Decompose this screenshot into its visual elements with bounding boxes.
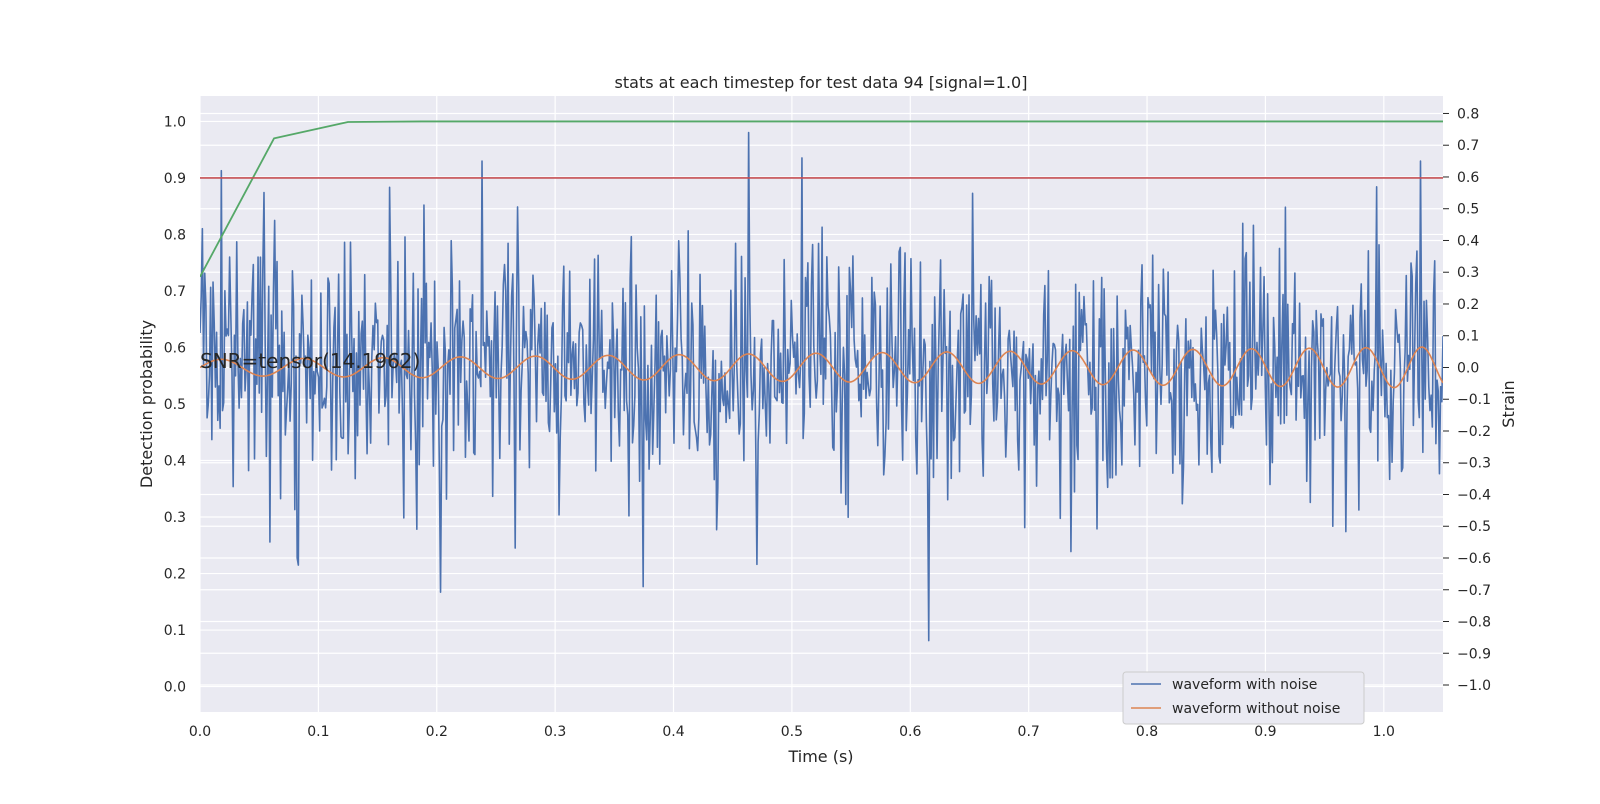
- data-layer: [200, 120, 1443, 642]
- y-right-tick-label: 0.8: [1457, 106, 1479, 122]
- y-right-tick-label: 0.1: [1457, 329, 1479, 345]
- tick-layer: 0.0 0.1 0.2 0.3 0.4 0.5 0.6 0.7 0.8 0.9 1.0 0.0 0.1 0…: [164, 106, 1491, 740]
- y-left-tick-label: 0.4: [164, 454, 186, 470]
- y-axis-label-left: Detection probability: [137, 320, 156, 488]
- y-right-tick-label: −0.5: [1457, 519, 1491, 535]
- x-tick-label: 0.5: [781, 724, 803, 740]
- y-left-tick-label: 0.9: [164, 171, 186, 187]
- y-right-tick-label: 0.5: [1457, 202, 1479, 218]
- y-right-tick-label: −0.9: [1457, 646, 1491, 662]
- y-right-tick-label: −0.4: [1457, 487, 1491, 503]
- series-waveform-with-noise: [200, 131, 1443, 642]
- x-tick-label: 1.0: [1373, 724, 1395, 740]
- x-tick-label: 0.4: [662, 724, 684, 740]
- y-right-tick-label: 0.7: [1457, 138, 1479, 154]
- legend-box: [1122, 671, 1365, 725]
- y-left-tick-label: 0.0: [164, 680, 186, 696]
- y-right-tick-label: 0.0: [1457, 360, 1479, 376]
- y-right-tick-label: −0.1: [1457, 392, 1491, 408]
- chart-title: stats at each timestep for test data 94 …: [615, 73, 1028, 92]
- x-tick-label: 0.0: [189, 724, 211, 740]
- y-left-tick-label: 0.1: [164, 623, 186, 639]
- y-right-tick-label: −1.0: [1457, 678, 1491, 694]
- legend: waveform with noise waveform without noi…: [1122, 671, 1365, 725]
- y-left-tick-label: 0.8: [164, 227, 186, 243]
- y-left-tick-label: 0.3: [164, 510, 186, 526]
- y-right-tick-label: 0.2: [1457, 297, 1479, 313]
- x-tick-label: 0.9: [1254, 724, 1276, 740]
- legend-label-clean: waveform without noise: [1172, 701, 1340, 717]
- x-tick-label: 0.1: [307, 724, 329, 740]
- x-tick-label: 0.7: [1018, 724, 1040, 740]
- y-right-tick-label: −0.6: [1457, 551, 1491, 567]
- x-tick-label: 0.2: [426, 724, 448, 740]
- series-waveform-without-noise: [200, 346, 1443, 389]
- y-right-tick-label: 0.4: [1457, 233, 1479, 249]
- y-left-tick-label: 1.0: [164, 114, 186, 130]
- y-right-tick-label: 0.6: [1457, 170, 1479, 186]
- y-right-tick-label: −0.8: [1457, 615, 1491, 631]
- y-left-tick-label: 0.2: [164, 567, 186, 583]
- y-right-tick-label: −0.7: [1457, 583, 1491, 599]
- x-axis-label: Time (s): [787, 747, 853, 766]
- x-tick-label: 0.6: [899, 724, 921, 740]
- y-axis-label-right: Strain: [1499, 380, 1518, 427]
- y-left-tick-label: 0.5: [164, 397, 186, 413]
- series-detection-probability: [200, 120, 1443, 278]
- y-left-tick-label: 0.6: [164, 340, 186, 356]
- y-right-tick-label: −0.3: [1457, 456, 1491, 472]
- x-tick-label: 0.8: [1136, 724, 1158, 740]
- y-right-tick-label: 0.3: [1457, 265, 1479, 281]
- snr-annotation: SNR=tensor(14.1962): [200, 349, 420, 373]
- y-left-tick-label: 0.7: [164, 284, 186, 300]
- y-right-tick-label: −0.2: [1457, 424, 1491, 440]
- x-tick-label: 0.3: [544, 724, 566, 740]
- legend-label-noise: waveform with noise: [1172, 677, 1317, 693]
